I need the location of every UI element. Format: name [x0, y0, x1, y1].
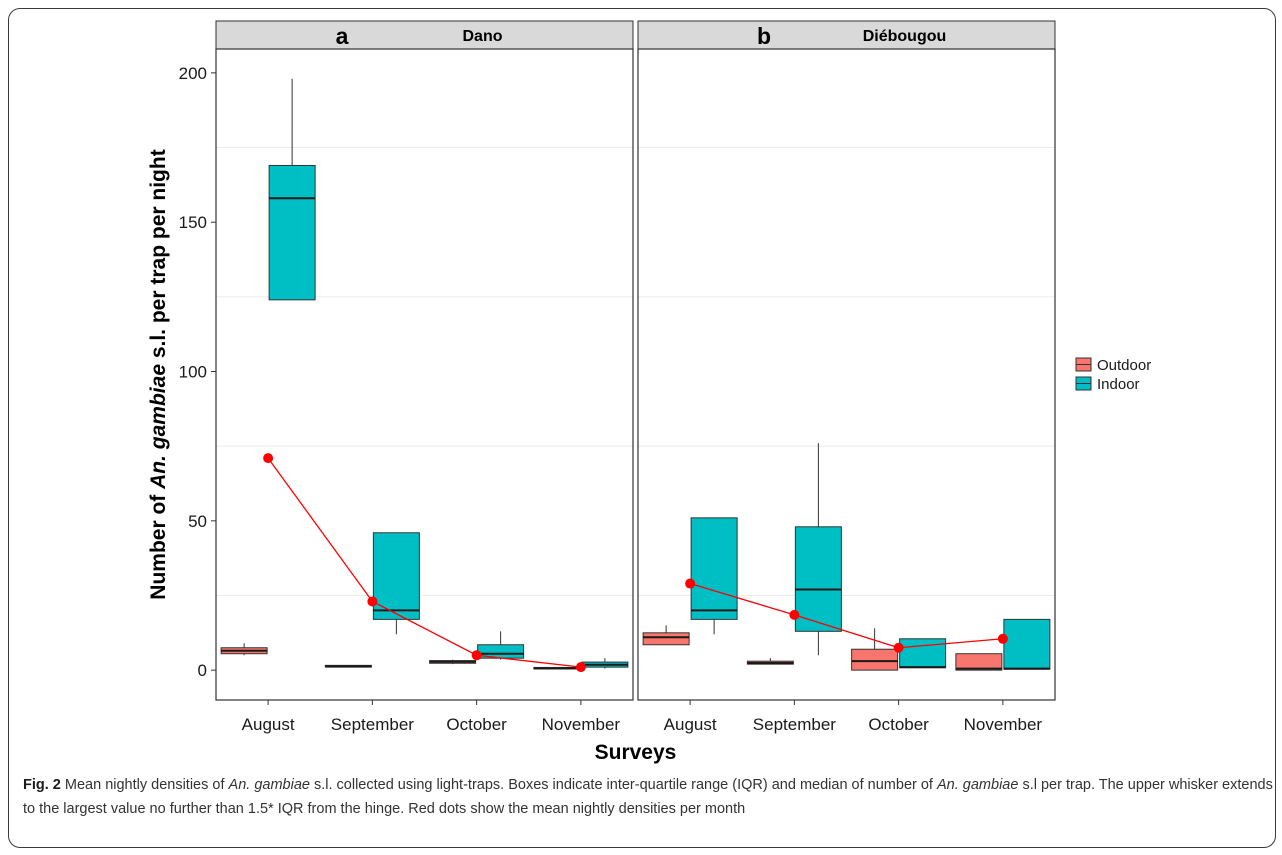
indoor-box: [1003, 618, 1051, 670]
figure-frame: 0 50 100 150 200 Number of An. gambiae s.l. p…: [8, 8, 1276, 848]
mean-line: [689, 582, 1003, 649]
indoor-box: [268, 78, 316, 301]
mean-point: [685, 578, 696, 589]
x-tick-label: November: [964, 715, 1043, 734]
facet-strip: [637, 20, 1056, 50]
x-tick-label: September: [331, 715, 414, 734]
panel-border: [215, 48, 634, 701]
x-axis-title: Surveys: [595, 741, 677, 764]
iqr-box: [851, 648, 899, 671]
iqr-box: [955, 653, 1003, 671]
figure-caption: Fig. 2 Mean nightly densities of An. gam…: [23, 773, 1273, 821]
indoor-box: [794, 443, 842, 656]
iqr-box: [268, 164, 316, 301]
mean-point: [997, 633, 1008, 644]
y-axis-title-part: Number of: [147, 489, 170, 600]
outdoor-box: [955, 653, 1003, 671]
caption-segment: An. gambiae: [937, 777, 1019, 793]
facet-panel-dano: a Dano August September October November: [215, 20, 634, 734]
indoor-box: [477, 631, 525, 660]
caption-segment: s.l per trap. The upper whisker extends …: [23, 777, 1273, 817]
iqr-box: [690, 517, 738, 620]
iqr-box: [794, 526, 842, 632]
legend-label: Indoor: [1097, 376, 1140, 393]
mean-point: [575, 662, 586, 673]
indoor-box: [899, 638, 947, 669]
mean-point: [789, 609, 800, 620]
legend-label: Outdoor: [1097, 357, 1151, 374]
facet-panel-diébougou: b Diébougou August September October November: [637, 20, 1056, 734]
x-tick-label: October: [446, 715, 507, 734]
panel-letter: a: [336, 23, 349, 49]
y-axis-title-part: An. gambiae: [147, 364, 170, 490]
caption-segment: An. gambiae: [228, 777, 310, 793]
outdoor-box: [851, 628, 899, 671]
x-tick-label: August: [664, 715, 717, 734]
indoor-box: [372, 532, 420, 635]
y-tick-label: 0: [198, 661, 207, 680]
iqr-box: [642, 632, 690, 646]
facet-title: Diébougou: [863, 28, 947, 45]
mean-point: [471, 650, 482, 661]
y-tick-label: 50: [188, 512, 207, 531]
legend: Outdoor Indoor: [1075, 357, 1151, 393]
x-tick-label: November: [542, 715, 621, 734]
caption-segment: Mean nightly densities of: [60, 777, 229, 793]
y-tick-label: 100: [179, 363, 207, 382]
y-axis-title: Number of An. gambiae s.l. per trap per …: [147, 149, 170, 599]
caption-label: Fig. 2: [23, 777, 61, 793]
y-axis-title-part: s.l. per trap per night: [147, 149, 170, 364]
caption-text: Mean nightly densities of An. gambiae s.…: [23, 777, 1273, 817]
mean-line: [267, 457, 581, 668]
outdoor-box: [220, 643, 268, 656]
caption-segment: s.l. collected using light-traps. Boxes …: [309, 777, 937, 793]
y-tick-label: 150: [179, 213, 207, 232]
mean-point: [367, 596, 378, 607]
outdoor-box: [324, 664, 372, 668]
facet-title: Dano: [463, 28, 503, 45]
panel-border: [637, 48, 1056, 701]
iqr-box: [899, 638, 947, 669]
iqr-box: [1003, 618, 1051, 670]
panel-letter: b: [757, 23, 771, 49]
y-tick-label: 200: [179, 64, 207, 83]
outdoor-box: [746, 658, 794, 665]
x-tick-label: August: [242, 715, 295, 734]
indoor-box: [581, 658, 629, 669]
iqr-box: [372, 532, 420, 620]
mean-point: [263, 453, 274, 464]
facet-strip: [215, 20, 634, 50]
boxplot-chart: 0 50 100 150 200 Number of An. gambiae s.l. p…: [147, 20, 1151, 764]
indoor-box: [690, 517, 738, 635]
x-tick-label: September: [753, 715, 836, 734]
outdoor-box: [642, 625, 690, 646]
x-tick-label: October: [868, 715, 929, 734]
outdoor-box: [429, 659, 477, 665]
mean-point: [893, 642, 904, 653]
outdoor-box: [533, 666, 581, 670]
